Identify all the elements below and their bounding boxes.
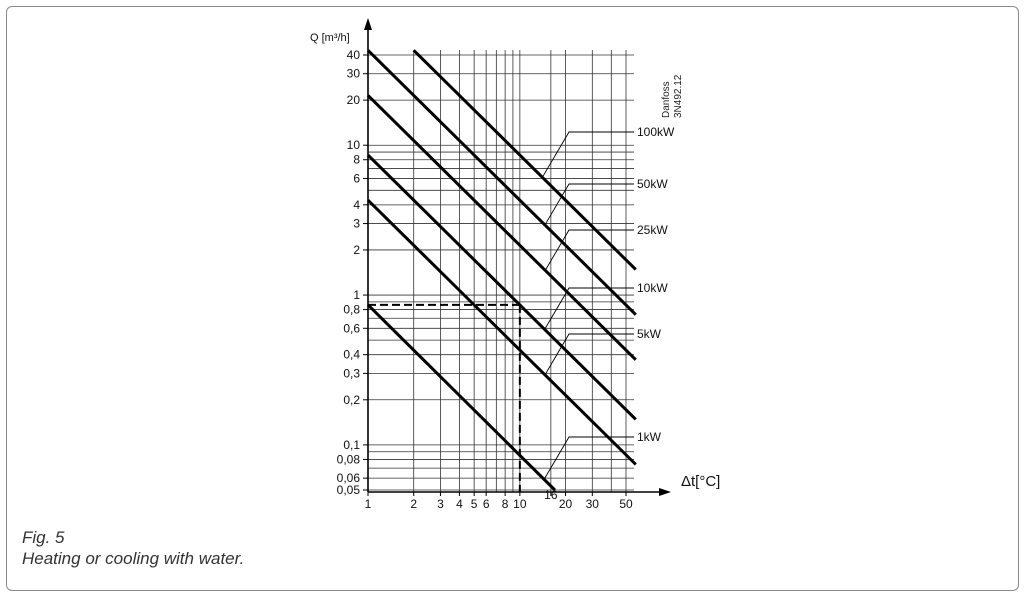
x-tick-label: 4	[456, 497, 463, 511]
y-axis-title: Q [m³/h]	[310, 32, 350, 44]
x-tick-label: 30	[586, 497, 600, 511]
series-leader-5kw	[544, 333, 634, 376]
x-tick-label: 16	[544, 488, 558, 502]
x-tick-label: 6	[483, 497, 490, 511]
x-tick-label: 10	[513, 497, 527, 511]
figure-caption-text: Heating or cooling with water.	[22, 549, 245, 568]
figure-frame	[6, 6, 1019, 591]
series-leader-10kw	[544, 287, 634, 330]
x-tick-label: 2	[410, 497, 417, 511]
series-line-1kw	[366, 303, 556, 492]
code-text-line-1: Danfoss	[661, 81, 672, 118]
y-tick-label: 10	[347, 138, 361, 152]
x-axis-title: Δt[°C]	[681, 473, 720, 490]
y-tick-label: 0,06	[337, 471, 361, 485]
series-line-5kw	[366, 199, 637, 466]
series-leader-25kw	[544, 229, 634, 271]
x-tick-label: 3	[437, 497, 444, 511]
series-label-1kw: 1kW	[637, 430, 662, 444]
figure-caption: Fig. 5 Heating or cooling with water.	[22, 527, 244, 569]
y-tick-label: 40	[347, 48, 361, 62]
series-line-25kw	[366, 94, 637, 361]
series-label-50kw: 50kW	[637, 177, 668, 191]
x-tick-label: 20	[559, 497, 573, 511]
y-tick-label: 4	[353, 198, 360, 212]
y-tick-label: 0,05	[337, 483, 361, 497]
y-tick-label: 0,2	[343, 393, 360, 407]
y-tick-label: 30	[347, 67, 361, 81]
y-tick-label: 3	[353, 217, 360, 231]
series-label-100kw: 100kW	[637, 125, 675, 139]
y-axis-arrow	[364, 18, 372, 30]
series-leader-100kw	[541, 131, 634, 178]
grid	[367, 50, 634, 492]
y-tick-label: 6	[353, 171, 360, 185]
y-tick-label: 1	[353, 288, 360, 302]
series-lines	[366, 49, 637, 492]
x-tick-label: 50	[619, 497, 633, 511]
axes	[363, 18, 671, 496]
y-tick-label: 8	[353, 153, 360, 167]
y-tick-label: 0,6	[343, 321, 360, 335]
y-tick-label: 2	[353, 243, 360, 257]
code-text-line-2: 3N492.12	[673, 74, 684, 118]
x-tick-label: 1	[365, 497, 372, 511]
y-tick-label: 0,4	[343, 348, 360, 362]
series-line-100kw	[412, 49, 637, 271]
y-tick-label: 0,3	[343, 366, 360, 380]
series-label-5kw: 5kW	[637, 327, 662, 341]
series-label-25kw: 25kW	[637, 223, 668, 237]
series-line-50kw	[366, 49, 637, 316]
example-lines	[368, 303, 521, 492]
series-leader-50kw	[544, 183, 634, 226]
y-tick-label: 0,08	[337, 452, 361, 466]
x-tick-label: 5	[471, 497, 478, 511]
series-line-10kw	[366, 153, 637, 421]
x-tick-label: 8	[502, 497, 509, 511]
y-tick-label: 20	[347, 93, 361, 107]
series-label-10kw: 10kW	[637, 281, 668, 295]
y-tick-label: 0,1	[343, 438, 360, 452]
figure-number: Fig. 5	[22, 528, 65, 547]
series-leader-1kw	[543, 436, 634, 480]
y-tick-label: 0,8	[343, 303, 360, 317]
labels: 403020108643210,80,60,40,30,20,10,080,06…	[337, 48, 675, 511]
x-axis-arrow	[659, 488, 671, 496]
